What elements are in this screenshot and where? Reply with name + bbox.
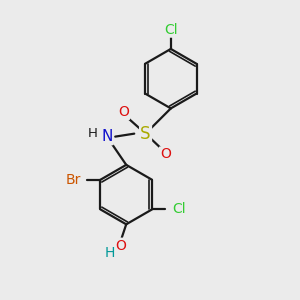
- Text: O: O: [160, 148, 171, 161]
- Text: Cl: Cl: [172, 202, 185, 216]
- Text: Br: Br: [66, 173, 81, 187]
- Text: O: O: [115, 239, 126, 253]
- Text: Cl: Cl: [164, 22, 178, 37]
- Text: S: S: [140, 125, 151, 143]
- Text: O: O: [118, 105, 129, 119]
- Text: H: H: [88, 127, 98, 140]
- Text: N: N: [101, 129, 112, 144]
- Text: H: H: [105, 245, 115, 260]
